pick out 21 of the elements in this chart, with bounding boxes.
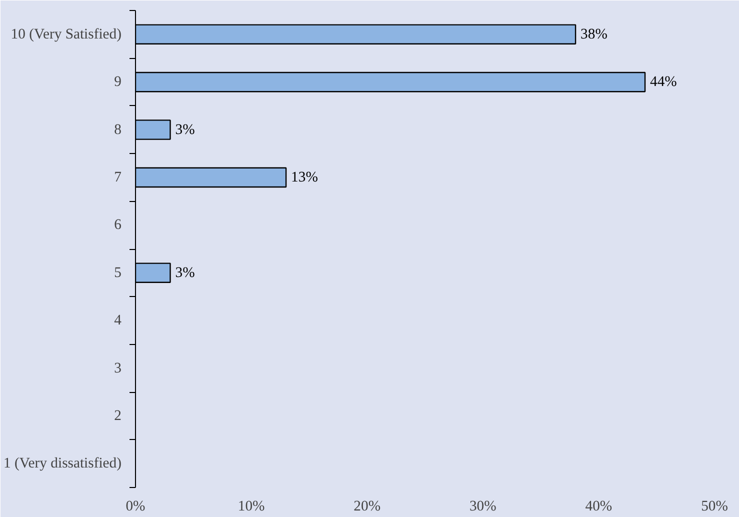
x-tick-label: 0% — [126, 498, 146, 514]
y-tick-label: 3 — [114, 360, 122, 376]
data-label: 13% — [291, 169, 318, 186]
x-tick-label: 30% — [469, 498, 496, 514]
y-tick-label: 8 — [114, 122, 122, 138]
data-label: 38% — [580, 26, 608, 42]
y-tick-label: 4 — [114, 312, 122, 329]
x-tick-label: 40% — [585, 498, 612, 514]
y-tick-label: 5 — [114, 264, 122, 281]
y-tick-label: 2 — [114, 408, 122, 424]
y-tick-label: 6 — [114, 217, 122, 234]
x-tick-label: 10% — [238, 498, 265, 514]
y-tick-label: 10 (Very Satisfied) — [10, 26, 122, 42]
x-tick-label: 50% — [701, 498, 728, 514]
y-tick-label: 7 — [114, 169, 122, 186]
data-label: 44% — [650, 74, 677, 90]
x-tick-label: 20% — [354, 498, 381, 514]
y-tick-label: 1 (Very dissatisfied) — [3, 456, 122, 472]
y-tick-label: 9 — [114, 74, 122, 90]
data-label: 3% — [175, 122, 195, 138]
data-label: 3% — [175, 264, 195, 281]
